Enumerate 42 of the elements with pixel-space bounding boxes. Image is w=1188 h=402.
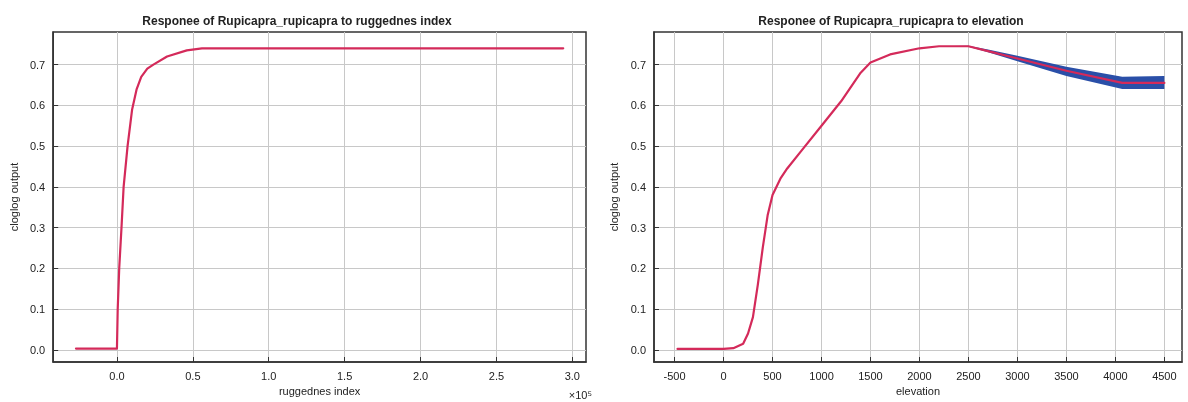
y-tick-label: 0.0 xyxy=(630,343,646,356)
y-axis-title: cloglog output xyxy=(7,162,20,232)
x-tick-label: 1.5 xyxy=(336,369,353,382)
chart-title: Responee of Rupicapra_rupicapra to ruggednes index xyxy=(142,14,453,28)
x-tick-label: 0.5 xyxy=(185,369,201,382)
x-tick-label: 1000 xyxy=(809,369,834,382)
y-tick-label: 0.4 xyxy=(630,180,646,193)
y-tick-label: 0.1 xyxy=(630,303,646,316)
y-axis-title: cloglog output xyxy=(608,162,621,232)
x-axis-title: ruggednes index xyxy=(278,385,361,398)
x-axis-title: elevation xyxy=(895,385,941,398)
y-tick-label: 0.2 xyxy=(630,262,646,275)
text: ×10⁵ xyxy=(568,388,593,401)
x-tick-label: 1.0 xyxy=(261,369,277,382)
line-series xyxy=(74,47,565,350)
y-tick-label: 0.7 xyxy=(630,58,646,71)
x-tick-label: 2000 xyxy=(907,369,932,382)
x-tick-label: 1500 xyxy=(858,369,883,382)
x-tick-label: 0 xyxy=(720,369,727,382)
x-tick-label: 3.0 xyxy=(564,369,580,382)
y-tick-label: 0.2 xyxy=(29,262,46,275)
x-tick-label: 2.5 xyxy=(488,369,505,382)
x-tick-label: 0.0 xyxy=(109,369,125,382)
y-tick-label: 0.4 xyxy=(29,180,46,193)
y-tick-label: 0.3 xyxy=(29,221,46,234)
x-tick-label: 500 xyxy=(763,369,782,382)
x-tick-label: 3500 xyxy=(1054,369,1079,382)
x-tick-label: 2500 xyxy=(956,369,981,382)
y-tick-label: 0.0 xyxy=(29,343,46,356)
y-tick-label: 0.6 xyxy=(29,99,46,112)
x-tick-label: -500 xyxy=(663,369,686,382)
x-tick-label: 3000 xyxy=(1005,369,1030,382)
y-tick-label: 0.3 xyxy=(630,221,646,234)
y-tick-label: 0.5 xyxy=(630,140,646,153)
x-tick-label: 4000 xyxy=(1103,369,1128,382)
x-tick-label: 4500 xyxy=(1152,369,1177,382)
y-tick-label: 0.1 xyxy=(29,303,46,316)
y-tick-label: 0.7 xyxy=(29,58,46,71)
x-tick-label: 2.0 xyxy=(412,369,429,382)
chart-title: Responee of Rupicapra_rupicapra to elevation xyxy=(758,14,1024,28)
y-tick-label: 0.6 xyxy=(630,99,646,112)
y-tick-label: 0.5 xyxy=(29,140,46,153)
